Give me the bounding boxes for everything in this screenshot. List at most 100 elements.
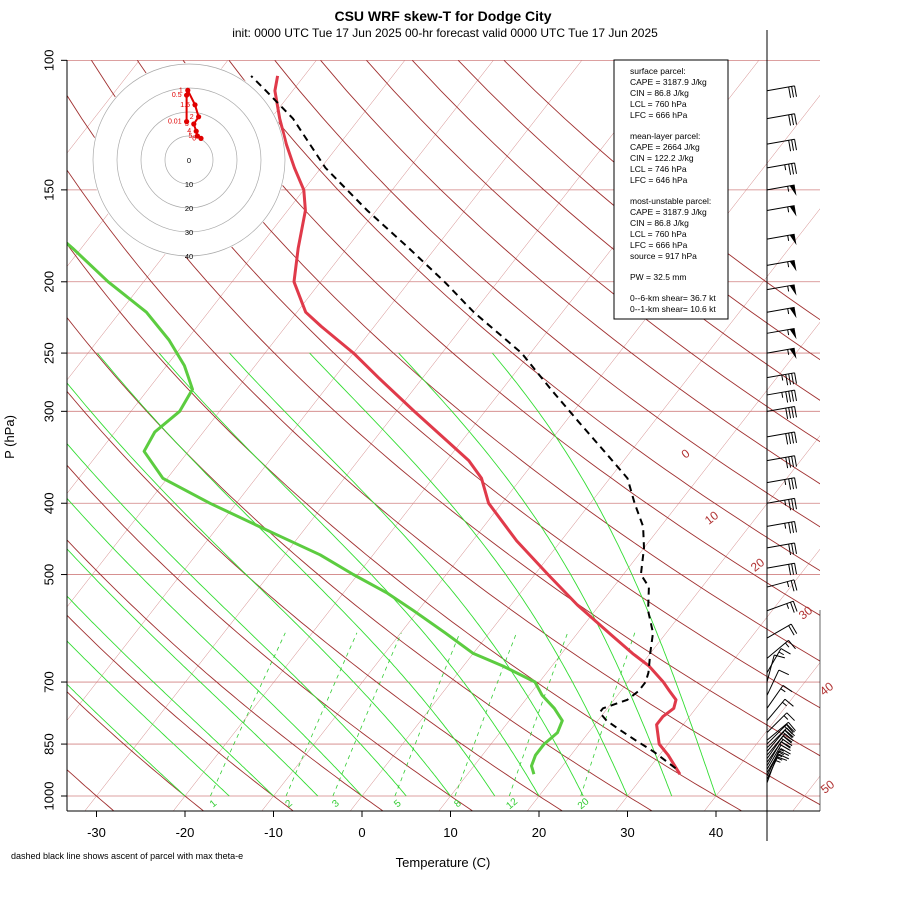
wind-barb xyxy=(766,389,797,403)
wind-barb-half-feather xyxy=(787,329,790,336)
wind-barb-staff xyxy=(766,754,780,780)
wind-barb-feather xyxy=(776,756,788,761)
hodograph-point-label: 3 xyxy=(185,121,189,128)
wind-barb-half-feather xyxy=(787,261,790,268)
wind-barb xyxy=(766,684,793,709)
isotherm-line xyxy=(84,60,671,811)
isotherm-line xyxy=(615,548,820,811)
wind-barb-staff xyxy=(766,739,784,763)
wind-barb xyxy=(766,698,794,722)
shear-0-6km: 0--6-km shear= 36.7 kt xyxy=(630,293,716,303)
y-tick-label: 200 xyxy=(41,271,56,293)
wind-barb-feather xyxy=(794,406,797,418)
wind-barb-staff xyxy=(766,347,795,354)
surface-parcel-lfc: LFC = 666 hPa xyxy=(630,110,688,120)
surface-parcel-lcl: LCL = 760 hPa xyxy=(630,99,687,109)
isotherm-label: 30 xyxy=(796,603,815,622)
wind-barb-half-feather xyxy=(786,581,790,588)
hodograph-ring-label: 20 xyxy=(185,204,193,213)
most-unstable-lcl: LCL = 760 hPa xyxy=(630,229,687,239)
wind-barb xyxy=(766,562,797,576)
wind-barb-staff xyxy=(766,520,795,527)
wind-barb-half-feather xyxy=(784,523,787,529)
isotherm-line xyxy=(67,60,494,608)
wind-barb-staff xyxy=(766,477,795,484)
wind-barb-feather xyxy=(791,86,795,98)
wind-barb-staff xyxy=(766,698,786,722)
hodograph-point-label: 1 xyxy=(179,87,183,94)
wind-barb xyxy=(766,162,797,175)
wind-barb-feather xyxy=(792,601,798,612)
wind-barb xyxy=(766,113,797,126)
mean-layer-lcl: LCL = 746 hPa xyxy=(630,164,687,174)
wind-barb xyxy=(766,138,797,152)
wind-barb xyxy=(766,623,798,639)
hodograph-point-label: 6 xyxy=(192,135,196,142)
y-tick-label: 700 xyxy=(41,671,56,693)
mixing-ratio-line xyxy=(394,632,461,797)
temperature-profile xyxy=(273,75,682,775)
wind-barb-staff xyxy=(766,733,786,756)
wind-barb-staff xyxy=(766,113,795,120)
wind-barb xyxy=(766,520,797,534)
hodograph-ring xyxy=(116,87,262,233)
hodograph-point-label: 4 xyxy=(187,128,191,135)
dry-adiabat xyxy=(228,60,820,572)
dry-adiabat xyxy=(136,60,820,662)
wind-barb xyxy=(766,431,797,445)
wind-barb-staff xyxy=(766,600,794,612)
wind-barb-staff xyxy=(766,669,780,696)
info-box-frame xyxy=(613,59,729,320)
wind-barb-feather xyxy=(794,477,797,489)
wind-barb-half-feather xyxy=(781,392,784,398)
mixing-ratio-label: 1 xyxy=(208,798,220,810)
dry-adiabat xyxy=(67,243,743,811)
wind-barb-half-feather xyxy=(787,349,790,355)
wind-barb-feather xyxy=(788,407,792,419)
hodograph-ring-label: 0 xyxy=(187,156,191,165)
moist-adiabat xyxy=(309,352,628,797)
wind-barb-staff xyxy=(766,721,789,741)
hodograph-ring-label: 30 xyxy=(185,228,193,237)
isotherm-line xyxy=(67,60,583,721)
wind-barb-feather xyxy=(791,478,795,490)
wind-barb-feather xyxy=(791,373,795,385)
wind-barb-feather xyxy=(791,163,795,175)
moist-adiabat xyxy=(67,442,407,797)
wind-barb-feather xyxy=(791,456,795,468)
wind-barb-feather xyxy=(794,162,797,174)
wind-barb-half-feather xyxy=(786,603,790,609)
wind-barb-staff xyxy=(766,654,775,683)
wind-barb-feather xyxy=(788,721,796,732)
wind-barb-feather xyxy=(785,457,789,469)
isotherm-line xyxy=(792,775,820,811)
wind-barb-feather xyxy=(788,140,792,152)
dry-adiabat xyxy=(67,691,205,811)
wind-barb-half-feather xyxy=(776,754,783,758)
wind-barb-staff xyxy=(766,712,788,733)
wind-barb-feather xyxy=(788,86,792,98)
wind-barb-feather xyxy=(794,498,797,510)
isotherm-label: 50 xyxy=(818,777,837,796)
wind-barb-half-feather xyxy=(787,235,790,241)
dry-adiabat xyxy=(67,539,384,811)
wind-barb-feather xyxy=(785,374,789,386)
most-unstable-source: source = 917 hPa xyxy=(630,251,697,261)
surface-parcel-heading: surface parcel: xyxy=(630,66,686,76)
hodograph-point xyxy=(184,119,190,125)
wind-barb xyxy=(766,85,797,98)
hodograph-point xyxy=(198,135,204,141)
wind-barb-feather xyxy=(786,712,795,721)
wind-barb-pennant xyxy=(789,348,797,360)
wind-barb-feather xyxy=(794,85,797,97)
wind-barb xyxy=(766,542,797,555)
moist-adiabat xyxy=(67,640,230,797)
wind-barb-feather xyxy=(790,580,795,592)
wind-barb-feather xyxy=(794,372,797,384)
wind-barb-feather xyxy=(794,139,797,151)
wind-barb-feather xyxy=(788,522,792,534)
y-tick-label: 150 xyxy=(41,179,56,201)
chart-subtitle: init: 0000 UTC Tue 17 Jun 2025 00-hr for… xyxy=(232,26,658,40)
wind-barb-feather xyxy=(785,391,789,403)
mixing-ratio-label: 3 xyxy=(330,798,342,810)
